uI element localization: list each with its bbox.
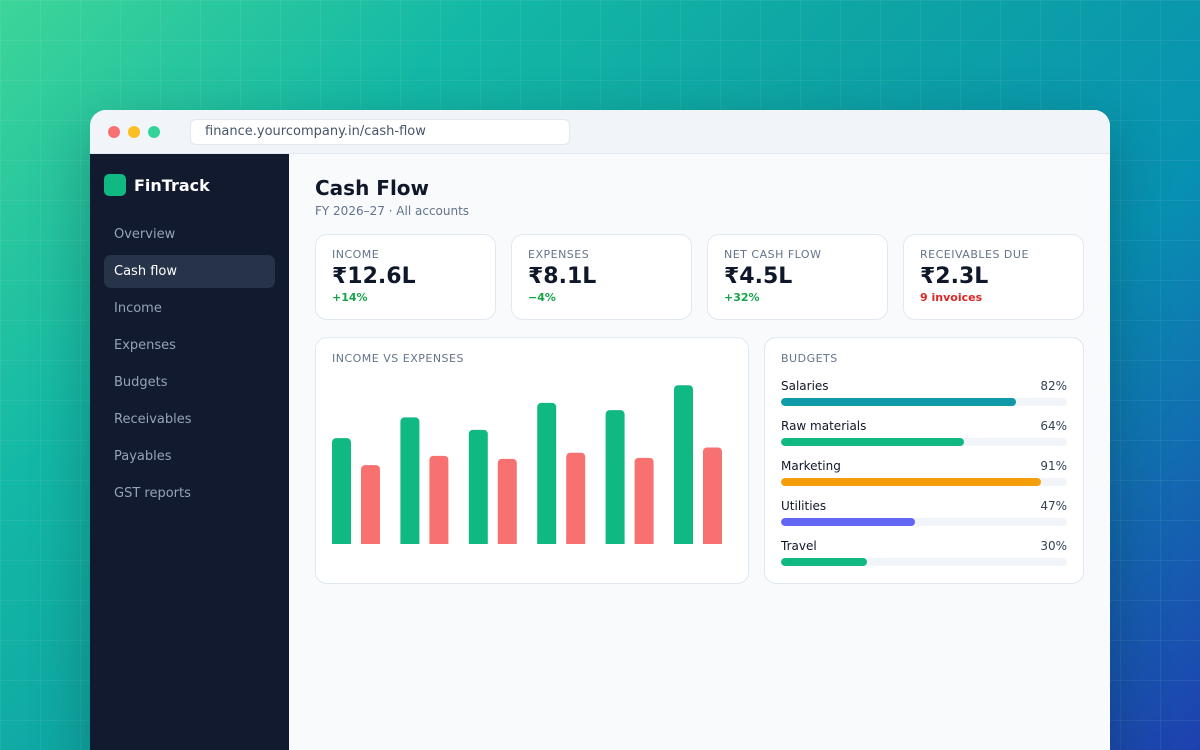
kpi-label: RECEIVABLES DUE	[920, 248, 1029, 261]
maximize-window-button[interactable]	[148, 125, 160, 138]
kpi-card-receivables-due[interactable]: RECEIVABLES DUE ₹2.3L 9 invoices	[903, 234, 1084, 320]
budget-progress-fill	[781, 398, 1016, 406]
kpi-value: ₹12.6L	[332, 264, 416, 289]
budget-label: Raw materials	[781, 419, 867, 433]
expense-bar-6[interactable]	[703, 447, 722, 544]
income-expenses-chart	[332, 385, 722, 544]
minimize-window-button[interactable]	[128, 125, 140, 138]
budget-progress-track	[781, 438, 1067, 446]
kpi-change: −4%	[528, 291, 556, 304]
sidebar-item-expenses[interactable]: Expenses	[114, 338, 176, 353]
sidebar-item-gst-reports[interactable]: GST reports	[114, 486, 191, 501]
budget-progress-fill	[781, 558, 867, 566]
budget-progress-track	[781, 398, 1067, 406]
browser-window: finance.yourcompany.in/cash-flow FinTrac…	[90, 110, 1110, 750]
budget-progress-track	[781, 478, 1067, 486]
kpi-change: 9 invoices	[920, 291, 983, 304]
budget-row-utilities: Utilities 47%	[781, 499, 1067, 526]
kpi-label: NET CASH FLOW	[724, 248, 822, 261]
income-bar-base-5	[605, 540, 625, 544]
kpi-card-net-cash-flow[interactable]: NET CASH FLOW ₹4.5L +32%	[707, 234, 888, 320]
income-bar-3[interactable]	[468, 429, 488, 544]
budget-percent: 47%	[1040, 499, 1067, 513]
expense-bar-base-5	[634, 540, 654, 544]
kpi-row: INCOME ₹12.6L +14% EXPENSES ₹8.1L −4% NE…	[315, 234, 1084, 320]
income-bar-base-3	[468, 540, 488, 544]
kpi-value: ₹8.1L	[528, 264, 597, 289]
income-bar-base-2	[400, 540, 420, 544]
app-layout: FinTrack Overview Cash flow Income Expen…	[90, 154, 1110, 750]
sidebar-nav: Overview Cash flow Income Expenses Budge…	[104, 218, 275, 510]
budget-row-travel: Travel 30%	[781, 539, 1067, 566]
page-subtitle: FY 2026–27 · All accounts	[315, 204, 470, 218]
budget-progress-fill	[781, 438, 965, 446]
budgets-card: BUDGETS Salaries 82% Raw materials 64% Mar…	[764, 337, 1084, 584]
income-bar-1[interactable]	[332, 438, 351, 544]
kpi-change: +14%	[332, 291, 368, 304]
expense-bar-2[interactable]	[429, 455, 449, 544]
income-bar-6[interactable]	[674, 385, 693, 544]
budget-percent: 82%	[1040, 379, 1067, 393]
expense-bar-base-6	[703, 540, 722, 544]
budget-percent: 30%	[1040, 539, 1067, 553]
income-bar-5[interactable]	[605, 410, 625, 544]
budget-row-raw-materials: Raw materials 64%	[781, 419, 1067, 446]
brand-name: FinTrack	[134, 175, 210, 195]
kpi-label: INCOME	[332, 248, 380, 261]
budget-progress-fill	[781, 478, 1042, 486]
expense-bar-base-2	[429, 540, 449, 544]
content-row: INCOME VS EXPENSES BUDGETS Salaries 82% R…	[315, 337, 1084, 584]
budget-percent: 64%	[1040, 419, 1067, 433]
expense-bar-5[interactable]	[634, 457, 654, 544]
sidebar: FinTrack Overview Cash flow Income Expen…	[90, 154, 289, 750]
income-bar-2[interactable]	[400, 417, 420, 544]
budget-progress-track	[781, 518, 1067, 526]
income-bar-base-1	[332, 540, 351, 544]
expense-bar-base-4	[566, 540, 586, 544]
kpi-label: EXPENSES	[528, 248, 590, 261]
budget-percent: 91%	[1040, 459, 1067, 473]
budget-progress-track	[781, 558, 1067, 566]
budget-label: Marketing	[781, 459, 841, 473]
kpi-value: ₹2.3L	[920, 264, 989, 289]
kpi-change: +32%	[724, 291, 760, 304]
budget-label: Salaries	[781, 379, 829, 393]
expense-bar-base-1	[361, 540, 380, 544]
income-bar-base-6	[674, 540, 693, 544]
main-content: Cash Flow FY 2026–27 · All accounts INCO…	[289, 154, 1110, 750]
expense-bar-4[interactable]	[566, 452, 586, 544]
sidebar-item-income[interactable]: Income	[114, 301, 162, 316]
budget-row-marketing: Marketing 91%	[781, 459, 1067, 486]
budgets-title: BUDGETS	[781, 352, 838, 365]
brand-logo-icon	[104, 174, 126, 196]
sidebar-item-overview[interactable]: Overview	[114, 227, 176, 242]
page-title: Cash Flow	[315, 176, 430, 200]
budget-row-salaries: Salaries 82%	[781, 379, 1067, 406]
expense-bar-1[interactable]	[361, 465, 380, 544]
chart-title: INCOME VS EXPENSES	[332, 352, 464, 365]
kpi-card-expenses[interactable]: EXPENSES ₹8.1L −4%	[511, 234, 692, 320]
kpi-card-income[interactable]: INCOME ₹12.6L +14%	[315, 234, 496, 320]
expense-bar-3[interactable]	[497, 458, 517, 544]
browser-titlebar: finance.yourcompany.in/cash-flow	[90, 110, 1110, 154]
budget-list: Salaries 82% Raw materials 64% Marketing 91…	[781, 379, 1067, 566]
budget-progress-fill	[781, 518, 916, 526]
brand[interactable]: FinTrack	[104, 174, 275, 196]
address-bar[interactable]: finance.yourcompany.in/cash-flow	[190, 118, 570, 145]
sidebar-item-cash-flow[interactable]: Cash flow	[104, 255, 275, 288]
sidebar-item-budgets[interactable]: Budgets	[114, 375, 168, 390]
expense-bar-base-3	[497, 540, 517, 544]
income-bar-4[interactable]	[537, 402, 557, 544]
budget-label: Utilities	[781, 499, 827, 513]
income-bar-base-4	[537, 540, 557, 544]
kpi-value: ₹4.5L	[724, 264, 793, 289]
sidebar-item-receivables[interactable]: Receivables	[114, 412, 192, 427]
sidebar-item-payables[interactable]: Payables	[114, 449, 172, 464]
budget-label: Travel	[781, 539, 817, 553]
income-vs-expenses-card: INCOME VS EXPENSES	[315, 337, 749, 584]
close-window-button[interactable]	[108, 125, 120, 138]
